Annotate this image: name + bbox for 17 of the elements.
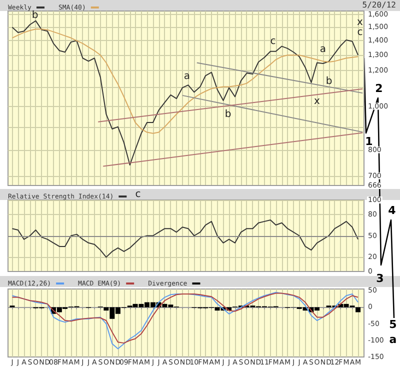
annotation: b xyxy=(224,109,232,120)
annotation: c xyxy=(357,27,363,38)
text: 4 xyxy=(388,204,396,217)
text: 3 xyxy=(376,272,384,285)
text: 5 xyxy=(389,318,397,331)
text: 5/20/12 xyxy=(362,0,396,10)
text: 2 xyxy=(375,82,383,95)
text: 1 xyxy=(365,135,373,148)
annotation: b xyxy=(32,10,38,21)
annotation: x xyxy=(314,96,320,107)
annotation: b xyxy=(326,76,332,87)
annotation: c xyxy=(270,36,276,47)
text: a xyxy=(389,333,397,346)
annotation: a xyxy=(184,71,190,82)
text: c xyxy=(135,189,141,200)
annotation: x xyxy=(357,17,363,28)
annotation: a xyxy=(320,44,326,55)
